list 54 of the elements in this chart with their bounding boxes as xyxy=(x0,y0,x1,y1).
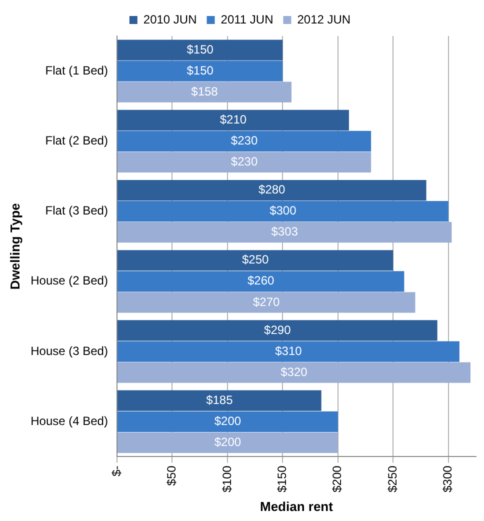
data-label: $310 xyxy=(275,344,302,358)
bar xyxy=(117,40,283,60)
bar xyxy=(117,292,416,313)
bar xyxy=(117,200,448,222)
data-label: $270 xyxy=(253,294,280,309)
data-label: $185 xyxy=(206,392,234,407)
bar xyxy=(117,341,460,362)
bar xyxy=(117,152,372,173)
legend-label: 2010 JUN xyxy=(143,12,197,26)
data-label: $230 xyxy=(230,154,258,169)
legend-label: 2012 JUN xyxy=(297,12,351,26)
data-label: $150 xyxy=(186,42,214,56)
bar xyxy=(117,390,322,411)
data-label: $158 xyxy=(191,84,218,98)
data-label: $290 xyxy=(264,322,292,337)
y-tick-label: House (2 Bed) xyxy=(30,274,108,288)
data-label: $260 xyxy=(247,274,275,288)
bar xyxy=(117,110,349,130)
bar xyxy=(117,432,338,453)
bar xyxy=(117,222,452,243)
x-tick-label: $- xyxy=(109,466,124,476)
y-axis-title: Dwelling Type xyxy=(7,203,22,290)
bar xyxy=(117,250,394,271)
data-label: $230 xyxy=(230,133,258,148)
x-tick-label: $250 xyxy=(385,465,400,492)
x-tick-label: $150 xyxy=(274,465,289,492)
x-tick-label: $200 xyxy=(330,465,344,492)
bar xyxy=(117,130,372,152)
bar xyxy=(117,411,338,432)
y-tick-label: House (3 Bed) xyxy=(30,344,108,358)
bar xyxy=(117,60,283,82)
data-label: $303 xyxy=(271,224,298,239)
data-label: $200 xyxy=(214,434,242,449)
data-label: $210 xyxy=(220,112,247,126)
bar xyxy=(117,362,470,383)
data-label: $280 xyxy=(258,182,286,197)
x-tick-label: $300 xyxy=(440,465,455,492)
data-label: $300 xyxy=(270,204,297,218)
y-tick-label: Flat (1 Bed) xyxy=(45,63,108,78)
x-tick-label: $100 xyxy=(220,465,234,492)
bar xyxy=(117,271,404,292)
bar xyxy=(117,180,426,201)
data-label: $320 xyxy=(280,364,308,379)
y-tick-label: House (4 Bed) xyxy=(30,414,108,428)
bar xyxy=(117,82,292,102)
y-tick-label: Flat (2 Bed) xyxy=(45,133,108,148)
bar xyxy=(117,320,438,341)
y-tick-label: Flat (3 Bed) xyxy=(45,204,108,218)
data-label: $150 xyxy=(186,63,214,78)
data-label: $200 xyxy=(214,414,242,428)
data-label: $250 xyxy=(242,252,269,267)
legend-label: 2011 JUN xyxy=(220,12,274,26)
x-tick-label: $50 xyxy=(164,465,179,486)
x-axis-title: Median rent xyxy=(260,498,334,514)
